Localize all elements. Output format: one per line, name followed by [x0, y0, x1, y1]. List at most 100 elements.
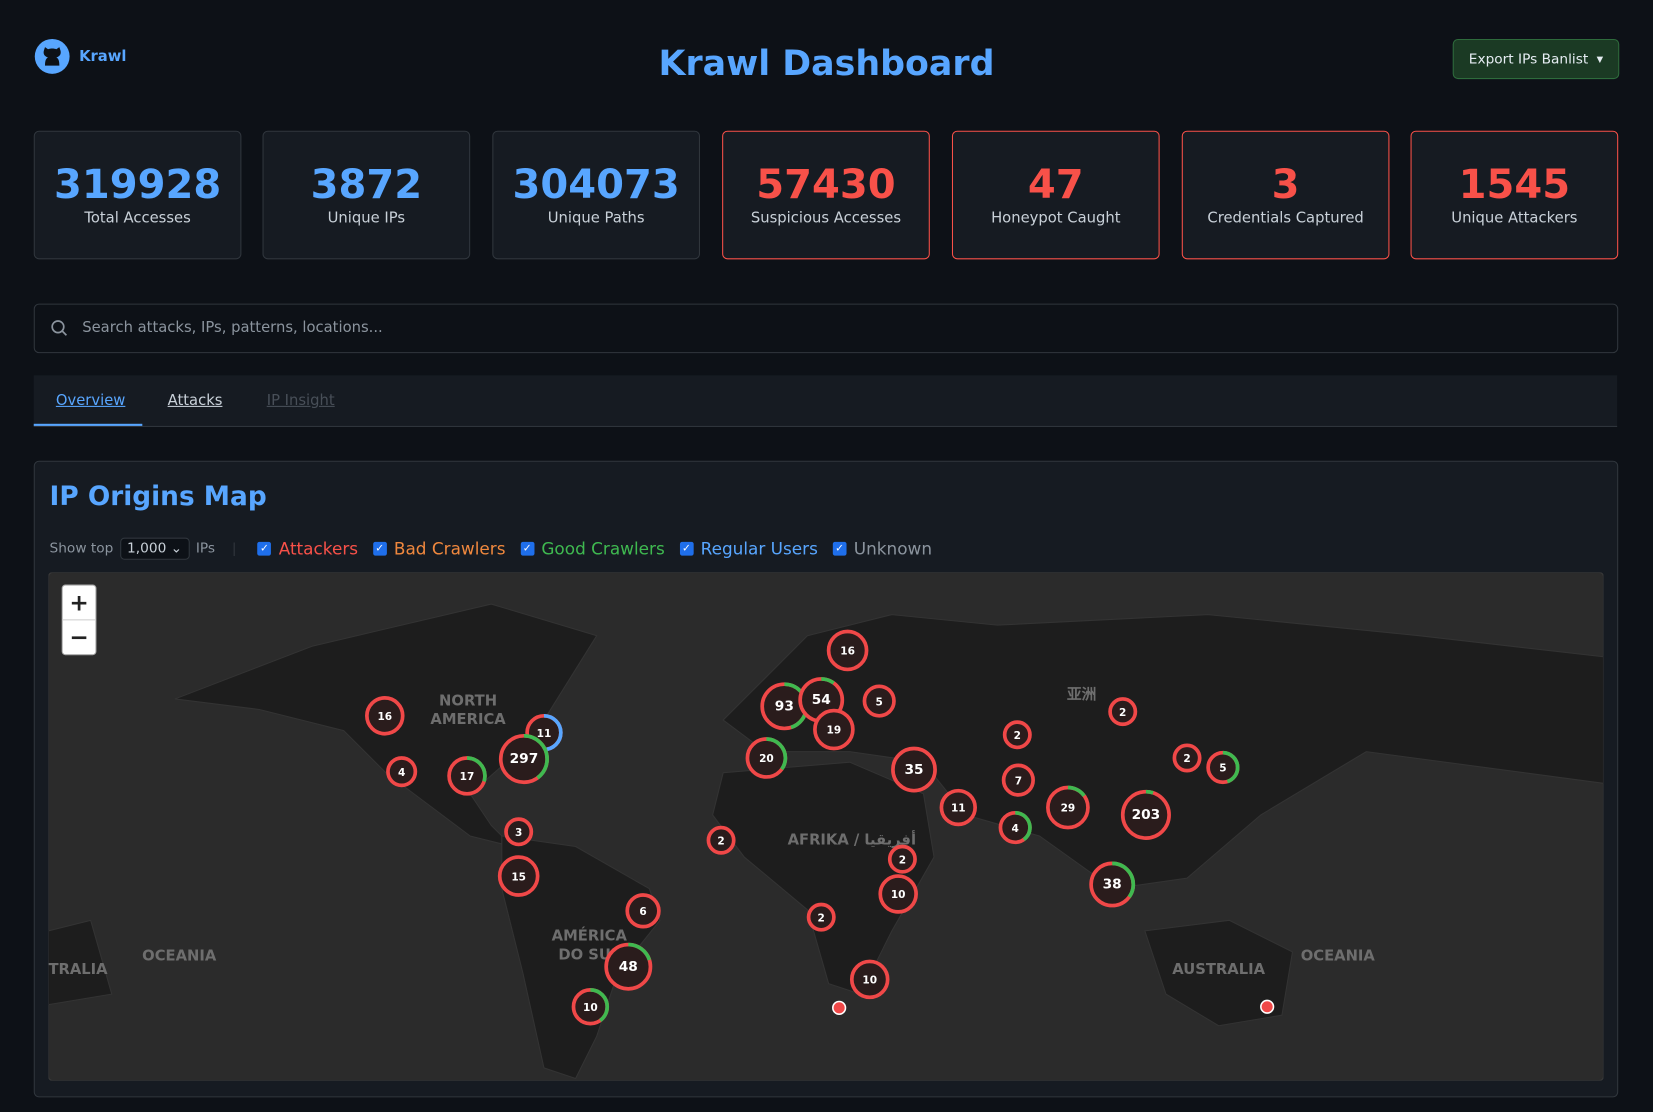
top-select[interactable]: 1,000 ⌄	[119, 537, 190, 560]
stat-value: 47	[1027, 161, 1084, 208]
cluster-count: 20	[759, 753, 774, 765]
cluster-arc	[745, 737, 788, 779]
zoom-out[interactable]: −	[69, 624, 88, 651]
cluster[interactable]	[386, 756, 418, 788]
map-label: AMÉRICA	[552, 927, 628, 944]
page-title: Krawl Dashboard	[658, 42, 995, 84]
cluster-count: 17	[460, 771, 475, 783]
filter-label: Regular Users	[700, 538, 818, 559]
zoom-in[interactable]: +	[69, 589, 88, 616]
checkbox[interactable]: ✓	[679, 541, 694, 556]
search-icon	[51, 320, 68, 336]
filter-label: Unknown	[853, 538, 933, 559]
stat-value: 3	[1271, 161, 1300, 208]
checkbox[interactable]: ✓	[520, 541, 534, 556]
cluster[interactable]	[891, 746, 937, 793]
cluster-count: 5	[1219, 763, 1226, 775]
tab[interactable]: Attacks	[167, 392, 223, 410]
marker[interactable]	[832, 1000, 847, 1015]
stat-label: Unique IPs	[327, 209, 406, 227]
cluster[interactable]	[365, 696, 405, 736]
cluster[interactable]	[862, 684, 896, 718]
checkbox[interactable]: ✓	[372, 541, 387, 556]
cluster-arc	[447, 756, 487, 796]
stat-value: 57430	[756, 161, 896, 208]
cluster-arc	[798, 677, 845, 723]
cluster-arc	[998, 810, 1032, 845]
filter-label: Attackers	[278, 538, 359, 559]
cluster[interactable]	[1002, 720, 1032, 750]
cluster-arc	[1046, 785, 1090, 830]
cluster[interactable]	[806, 902, 836, 932]
cluster[interactable]	[813, 708, 855, 751]
stat-label: Total Accesses	[84, 209, 191, 227]
cluster[interactable]	[497, 855, 540, 897]
cluster[interactable]	[625, 893, 661, 929]
cluster-count: 4	[398, 767, 405, 779]
checkbox[interactable]: ✓	[832, 541, 847, 556]
map-controls: Show top 1,000 ⌄ IPs | ✓ Attackers ✓ Bad Cr…	[49, 537, 933, 560]
cluster-arc	[1206, 750, 1240, 785]
tab[interactable]: Overview	[55, 392, 126, 410]
map-label: AMERICA	[430, 711, 506, 728]
map-label: AUSTRALIA	[1172, 961, 1265, 978]
cluster[interactable]	[878, 874, 918, 914]
marker[interactable]	[1260, 999, 1275, 1014]
filter-label: Good Crawlers	[541, 538, 665, 559]
cluster-count: 54	[812, 692, 831, 708]
cluster-count: 203	[1132, 807, 1161, 823]
cluster-count: 6	[639, 906, 646, 918]
cluster[interactable]	[826, 629, 869, 672]
cluster-arc	[1120, 789, 1171, 840]
map-label: AFRIKA / أفريقيا	[788, 829, 916, 848]
cluster-count: 19	[827, 725, 842, 737]
cluster[interactable]	[1001, 763, 1035, 797]
landmass	[501, 835, 661, 1080]
cluster-count: 2	[717, 835, 724, 847]
filter[interactable]: ✓ Regular Users	[679, 538, 818, 559]
ips-label: IPs	[195, 540, 216, 557]
cluster[interactable]	[1172, 743, 1202, 773]
filter[interactable]: ✓ Bad Crawlers	[372, 538, 506, 559]
search-placeholder: Search attacks, IPs, patterns, locations…	[82, 319, 383, 337]
cluster-count: 2	[899, 854, 906, 866]
stat-card: 3 Credentials Captured	[1181, 130, 1390, 260]
cluster-count: 48	[619, 959, 638, 975]
cluster-count: 10	[862, 975, 877, 987]
cluster-count: 38	[1103, 877, 1122, 893]
stat-card: 57430 Suspicious Accesses	[722, 130, 930, 260]
cluster-arc	[1089, 861, 1136, 908]
stat-label: Unique Attackers	[1451, 209, 1578, 227]
cluster[interactable]	[887, 844, 917, 874]
cluster[interactable]	[706, 825, 736, 855]
cluster-arc	[604, 942, 653, 991]
search-box[interactable]: Search attacks, IPs, patterns, locations…	[33, 303, 1619, 354]
cluster[interactable]	[504, 817, 534, 847]
stat-card: 304073 Unique Paths	[492, 130, 700, 260]
cluster[interactable]	[939, 788, 977, 827]
stat-label: Suspicious Accesses	[750, 209, 902, 227]
cluster-count: 3	[515, 827, 522, 839]
filter[interactable]: ✓ Attackers	[257, 538, 359, 559]
map[interactable]: NORTH AMERICA AMÉRICA DO SUL AFRIKA / أفريقي…	[48, 572, 1604, 1081]
filter[interactable]: ✓ Good Crawlers	[520, 538, 665, 559]
map-title: IP Origins Map	[49, 480, 267, 512]
map-label: DO SUL	[558, 946, 620, 963]
export-button[interactable]: Export IPs Banlist ▼	[1452, 39, 1620, 80]
cluster-count: 2	[1119, 707, 1126, 719]
landmass	[1144, 919, 1294, 1027]
tab[interactable]: IP Insight	[266, 392, 335, 410]
cluster-count: 2	[1183, 753, 1190, 765]
cluster-count: 93	[775, 699, 794, 715]
checkbox[interactable]: ✓	[257, 541, 272, 556]
map-label: OCEANIA	[1301, 947, 1376, 964]
filter-label: Bad Crawlers	[393, 538, 506, 559]
cluster[interactable]	[849, 959, 890, 1000]
brand[interactable]: Krawl	[34, 38, 126, 75]
stat-value: 1545	[1458, 161, 1571, 208]
map-label: NORTH	[439, 692, 497, 709]
filter[interactable]: ✓ Unknown	[832, 538, 933, 559]
cluster[interactable]	[1108, 697, 1138, 727]
stat-value: 304073	[512, 161, 680, 208]
